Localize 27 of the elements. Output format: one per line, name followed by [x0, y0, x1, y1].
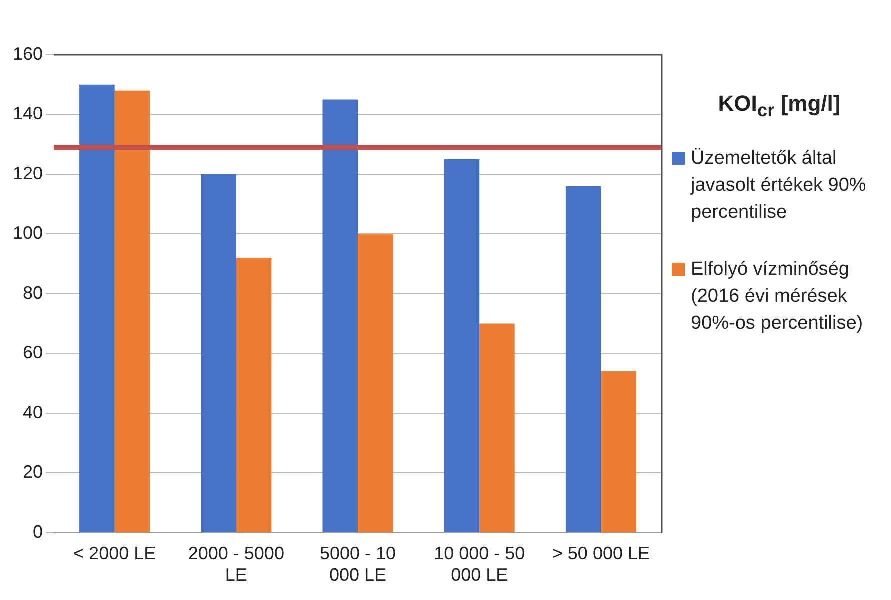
bar	[322, 100, 358, 532]
y-tick-label: 160	[12, 44, 44, 64]
x-tick-label: 10 000 - 50 000 LE	[434, 544, 526, 586]
y-tick-label: 0	[33, 522, 44, 542]
y-tick-label: 100	[12, 223, 44, 244]
y-tick-label: 40	[23, 402, 44, 422]
bar	[236, 258, 272, 532]
legend-title: KOI$_{cr}$ [mg/l]	[717, 90, 842, 122]
y-tick-label: 20	[23, 462, 44, 482]
bar	[566, 186, 602, 532]
legend-label: Elfolyó vízminőség (2016 évi mérések 90%-os percentilise)	[691, 258, 864, 336]
x-tick-label: 2000 - 5000 LE	[188, 544, 284, 586]
x-tick-label: > 50 000 LE	[552, 544, 650, 564]
bar	[201, 174, 236, 532]
bar	[480, 324, 515, 532]
y-tick-label: 80	[23, 282, 44, 303]
bar	[358, 234, 394, 532]
x-tick-label: 5000 - 10 000 LE	[320, 544, 396, 586]
y-tick-label: 140	[12, 104, 44, 124]
bar	[114, 90, 150, 532]
bar	[601, 372, 636, 532]
y-tick-label: 120	[12, 163, 44, 184]
y-tick-label: 60	[23, 342, 44, 363]
x-tick-label: < 2000 LE	[74, 544, 156, 564]
legend-label: Üzemeltetők által javasolt értékek 90% percentilise	[691, 147, 868, 226]
bar	[80, 84, 115, 532]
bar	[444, 160, 480, 532]
